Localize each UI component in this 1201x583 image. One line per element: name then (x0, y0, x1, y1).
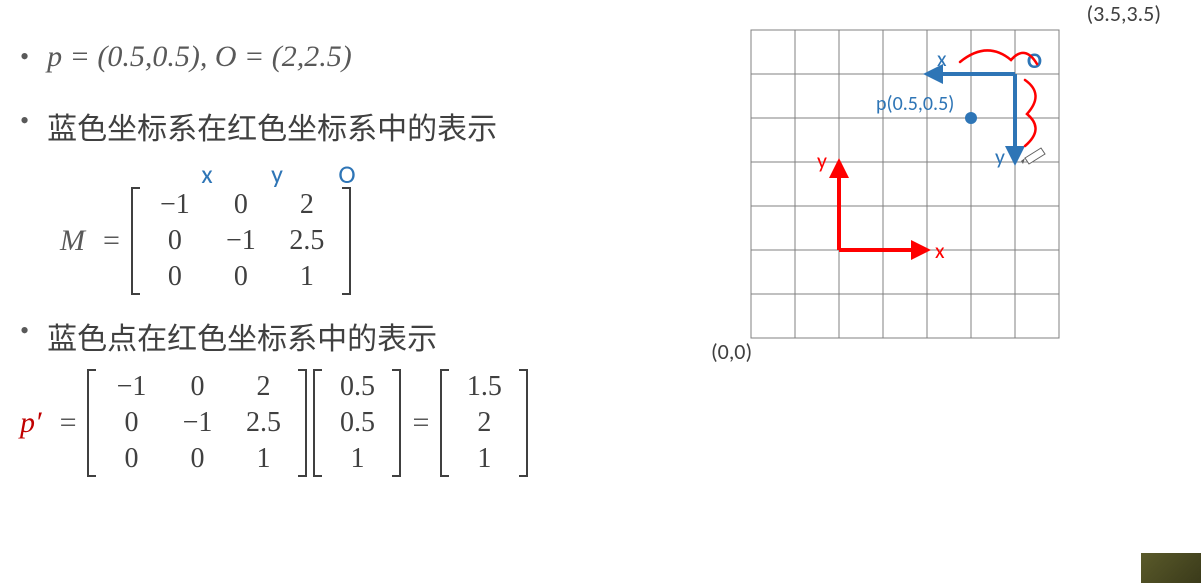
left-bracket-icon (84, 368, 98, 478)
diagram-svg: xyxyOp(0.5,0.5) (741, 20, 1081, 360)
svg-text:x: x (937, 45, 947, 72)
svg-text:y: y (995, 143, 1005, 170)
right-bracket-icon (340, 186, 354, 296)
pprime-result: 1.5 2 1 (451, 369, 517, 477)
slide: • p = (0.5,0.5), O = (2,2.5) • 蓝色坐标系在红色坐… (0, 0, 1201, 583)
coord-bottom-left: (0,0) (711, 338, 752, 365)
bullet-dot: • (20, 106, 29, 136)
header-y: y (242, 158, 312, 190)
bullet-2: • 蓝色坐标系在红色坐标系中的表示 (20, 104, 660, 148)
svg-text:p(0.5,0.5): p(0.5,0.5) (876, 92, 954, 116)
header-x: x (172, 158, 242, 190)
coordinate-diagram: xyxyOp(0.5,0.5) (0,0) (741, 20, 1161, 365)
eq-sign: = (103, 224, 120, 258)
eq-sign: = (412, 406, 429, 440)
bullet-3: • 蓝色点在红色坐标系中的表示 (20, 314, 660, 358)
left-content: • p = (0.5,0.5), O = (2,2.5) • 蓝色坐标系在红色坐… (20, 40, 660, 496)
right-bracket-icon (517, 368, 531, 478)
bullet-3-text: 蓝色点在红色坐标系中的表示 (47, 314, 437, 358)
right-bracket-icon (390, 368, 404, 478)
left-bracket-icon (437, 368, 451, 478)
svg-text:x: x (935, 237, 945, 264)
bullet-2-text: 蓝色坐标系在红色坐标系中的表示 (47, 104, 497, 148)
left-bracket-icon (128, 186, 142, 296)
bullet-dot: • (20, 316, 29, 346)
bullet-dot: • (20, 42, 29, 72)
pprime-label: p′ (20, 406, 42, 440)
matrix-M-block: x y O M = −102 0−12.5 001 (60, 158, 660, 296)
thumbnail-corner (1141, 553, 1201, 583)
matrix-M: −102 0−12.5 001 (142, 187, 340, 295)
pprime-v: 0.5 0.5 1 (324, 369, 390, 477)
eq-sign: = (60, 406, 77, 440)
right-bracket-icon (296, 368, 310, 478)
eq-pprime-block: p′ = −102 0−12.5 001 0.5 0 (20, 368, 660, 478)
bullet-1-text: p = (0.5,0.5), O = (2,2.5) (47, 40, 352, 74)
matrix-M-label: M (60, 224, 85, 258)
bullet-1: • p = (0.5,0.5), O = (2,2.5) (20, 40, 660, 74)
left-bracket-icon (310, 368, 324, 478)
pprime-M: −102 0−12.5 001 (98, 369, 296, 477)
svg-text:y: y (817, 147, 827, 174)
